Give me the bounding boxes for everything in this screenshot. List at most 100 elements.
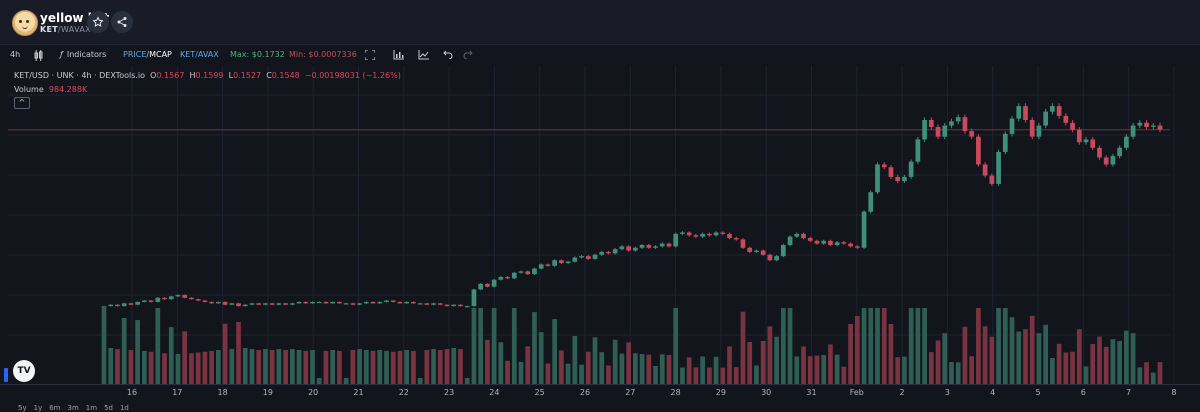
candle-body <box>942 125 948 137</box>
pair-separator: / <box>58 25 62 34</box>
candle-body <box>706 233 712 236</box>
collapse-legend-button[interactable]: ^ <box>14 97 30 109</box>
candle-body <box>1097 147 1102 158</box>
pair-denomination-toggle[interactable]: KET/AVAX <box>180 50 219 59</box>
price-option: PRICE <box>123 50 147 59</box>
ohlc-legend: KET/USD · UNK · 4h · DEXTools.io O0.1567… <box>14 71 401 80</box>
candle-body <box>1117 147 1122 157</box>
line-chart-icon[interactable] <box>418 50 429 62</box>
candle-body <box>108 304 114 307</box>
candle-body <box>1036 125 1042 137</box>
volume-bar <box>552 319 558 384</box>
volume-bar <box>787 308 793 384</box>
volume-bar <box>471 308 477 384</box>
candle-body <box>337 301 342 304</box>
candle-body <box>881 164 887 168</box>
scroll-handle[interactable] <box>4 368 8 382</box>
candle-body <box>424 303 430 305</box>
candle-body <box>229 303 235 305</box>
share-button[interactable] <box>111 11 133 33</box>
volume-bar <box>969 356 975 384</box>
open-label: O <box>150 71 157 80</box>
candle-body <box>545 264 551 266</box>
volume-bar <box>128 350 134 384</box>
volume-bar <box>229 349 235 384</box>
candle-body <box>949 121 954 126</box>
candle-body <box>323 301 329 304</box>
candle-body <box>868 192 874 212</box>
range-5y[interactable]: 5y <box>18 404 27 412</box>
volume-bar <box>848 324 853 384</box>
x-tick-label: 30 <box>761 388 771 397</box>
volume-bar <box>195 352 201 384</box>
range-1y[interactable]: 1y <box>33 404 43 412</box>
volume-bar <box>209 350 214 384</box>
bar-compare-icon[interactable] <box>393 50 404 62</box>
candle-body <box>175 295 181 297</box>
candle-body <box>686 232 692 236</box>
volume-bar <box>908 308 914 384</box>
candle-body <box>1124 136 1129 148</box>
min-price: Min: $0.0007336 <box>289 50 357 59</box>
candle-body <box>1063 115 1069 123</box>
candle-type-icon[interactable] <box>34 50 43 63</box>
favorite-button[interactable] <box>87 11 109 33</box>
candle-body <box>996 151 1001 184</box>
x-tick-label: 27 <box>625 388 635 397</box>
candle-body <box>619 246 625 250</box>
candle-body <box>397 301 403 304</box>
indicators-button[interactable]: ƒ Indicators <box>60 50 106 59</box>
volume-bar <box>814 355 820 384</box>
candle-body <box>579 256 584 258</box>
fullscreen-icon[interactable] <box>364 49 376 62</box>
candle-body <box>296 301 302 304</box>
range-1d[interactable]: 1d <box>119 404 129 412</box>
undo-icon[interactable] <box>443 50 453 61</box>
volume-bar <box>242 348 248 384</box>
volume-value: 984.288K <box>48 85 88 94</box>
volume-bar <box>733 367 739 384</box>
redo-icon[interactable] <box>463 50 473 61</box>
x-tick-label: 29 <box>716 388 726 397</box>
volume-bar <box>370 350 376 384</box>
candle-body <box>801 233 806 239</box>
fx-icon: ƒ <box>60 50 63 59</box>
x-tick-label: 23 <box>444 388 454 397</box>
volume-bar <box>437 350 443 384</box>
volume-bar <box>727 346 732 384</box>
x-tick-label: 21 <box>353 388 363 397</box>
candle-body <box>976 136 981 165</box>
volume-bar <box>404 350 410 384</box>
volume-bar <box>330 350 336 384</box>
volume-bar <box>1036 333 1042 384</box>
volume-bar <box>780 308 786 384</box>
range-3m[interactable]: 3m <box>67 404 79 412</box>
high-label: H <box>189 71 196 80</box>
volume-bar <box>1144 362 1149 384</box>
tradingview-logo[interactable]: TV <box>13 360 35 382</box>
volume-bar <box>108 348 114 384</box>
volume-bar <box>162 353 167 384</box>
volume-bar <box>982 326 988 384</box>
range-1m[interactable]: 1m <box>85 404 98 412</box>
range-6m[interactable]: 6m <box>49 404 61 412</box>
volume-bar <box>680 367 685 384</box>
volume-bar <box>491 308 497 384</box>
volume-bar <box>269 350 275 384</box>
volume-bar <box>343 378 349 384</box>
volume-bar <box>700 356 705 384</box>
volume-bar <box>861 308 867 384</box>
candle-body <box>861 211 867 248</box>
candle-body <box>1157 125 1163 130</box>
range-5d[interactable]: 5d <box>104 404 113 412</box>
candle-body <box>1002 133 1008 152</box>
candle-body <box>532 268 537 275</box>
candle-body <box>316 301 322 304</box>
x-tick-label: 16 <box>127 388 137 397</box>
candle-body <box>1083 139 1089 143</box>
interval-selector[interactable]: 4h <box>10 50 21 59</box>
volume-bar <box>720 367 726 384</box>
price-mcap-toggle[interactable]: PRICE/MCAP <box>123 50 172 59</box>
volume-bar <box>794 356 800 384</box>
